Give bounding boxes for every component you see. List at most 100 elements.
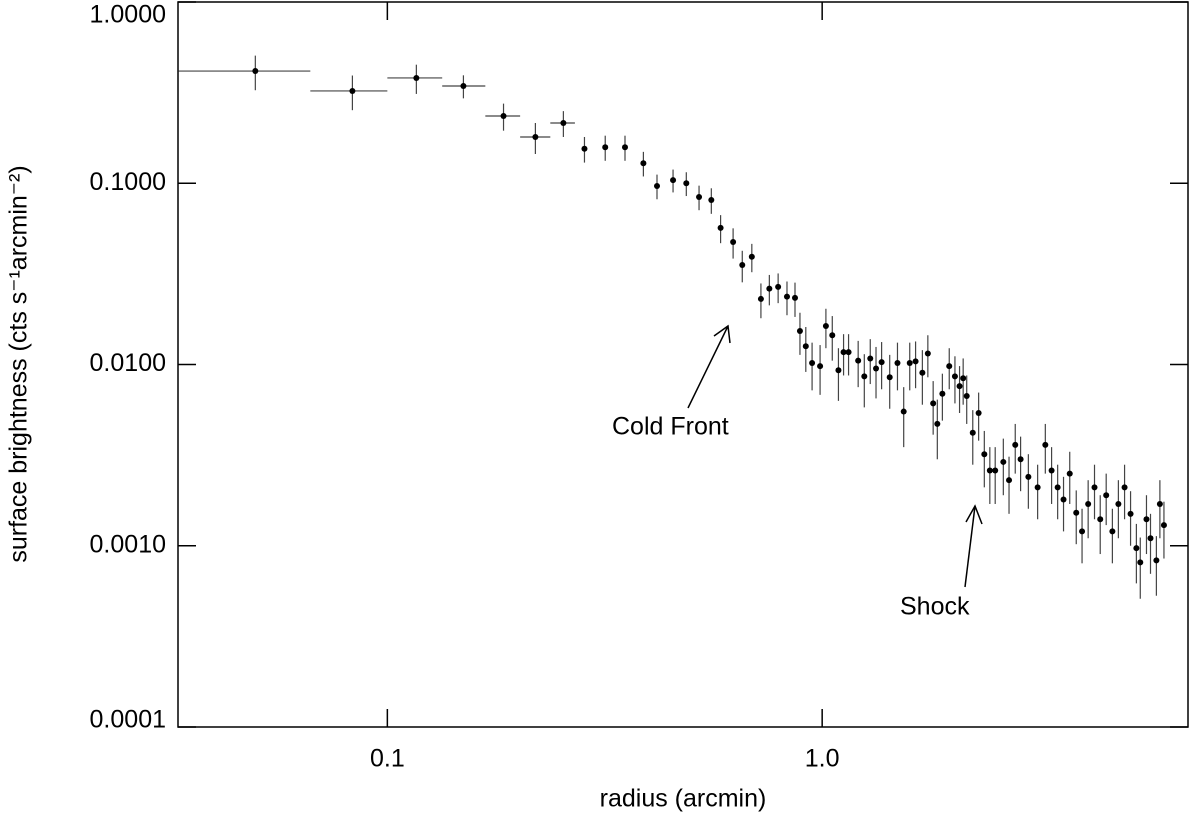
point xyxy=(912,358,919,365)
point xyxy=(981,451,988,458)
point xyxy=(717,224,724,231)
arrow-head xyxy=(713,324,731,344)
point xyxy=(963,393,970,400)
point xyxy=(802,343,809,350)
point xyxy=(986,467,993,474)
point xyxy=(1143,516,1150,523)
point xyxy=(930,400,937,407)
point xyxy=(748,253,755,260)
point xyxy=(1115,500,1122,507)
point xyxy=(861,373,868,380)
point xyxy=(640,160,647,167)
point xyxy=(1133,545,1140,552)
point xyxy=(1012,441,1019,448)
point xyxy=(878,359,885,366)
point xyxy=(653,182,660,189)
point xyxy=(867,355,874,362)
point xyxy=(1042,441,1049,448)
y-tick-label: 0.0010 xyxy=(90,530,166,558)
point xyxy=(796,328,803,335)
point xyxy=(708,197,715,204)
y-tick-label: 0.0100 xyxy=(90,349,166,377)
point xyxy=(1097,516,1104,523)
y-tick-label: 0.0001 xyxy=(90,706,166,734)
point xyxy=(621,144,628,151)
point xyxy=(939,390,946,397)
point xyxy=(829,332,836,339)
point xyxy=(252,68,259,75)
annotation: Cold Front xyxy=(612,413,729,441)
annotation: Shock xyxy=(900,593,970,621)
point xyxy=(855,357,862,364)
point xyxy=(1156,500,1163,507)
point xyxy=(951,373,958,380)
y-tick-label: 0.1000 xyxy=(90,168,166,196)
point xyxy=(924,350,931,357)
point xyxy=(969,429,976,436)
arrow-head xyxy=(965,504,983,525)
point xyxy=(730,239,737,246)
point xyxy=(1000,458,1007,465)
point xyxy=(581,145,588,152)
point xyxy=(1048,467,1055,474)
point xyxy=(783,293,790,300)
point xyxy=(1006,477,1013,484)
point xyxy=(739,261,746,268)
point xyxy=(900,408,907,415)
point xyxy=(1103,492,1110,499)
point xyxy=(1091,484,1098,491)
point xyxy=(602,144,609,151)
point xyxy=(835,367,842,374)
y-tick-label: 1.0000 xyxy=(90,1,166,29)
point xyxy=(906,359,913,366)
x-tick-label: 1.0 xyxy=(805,745,840,773)
arrow xyxy=(964,505,976,588)
point xyxy=(1153,557,1160,564)
point xyxy=(919,369,926,376)
point xyxy=(460,82,467,89)
point xyxy=(349,87,356,94)
point xyxy=(975,410,982,417)
point xyxy=(886,374,893,381)
point xyxy=(791,294,798,301)
y-axis-label: surface brightness (cts s⁻¹arcmin⁻²) xyxy=(5,165,33,562)
point xyxy=(840,349,847,356)
point xyxy=(992,467,999,474)
point xyxy=(809,359,816,366)
x-axis-label: radius (arcmin) xyxy=(600,785,767,813)
point xyxy=(1160,522,1167,529)
point xyxy=(960,375,967,382)
point xyxy=(560,119,567,126)
arrow xyxy=(687,325,729,409)
point xyxy=(956,383,963,390)
point xyxy=(1147,535,1154,542)
point xyxy=(1060,496,1067,503)
point xyxy=(1017,456,1024,463)
point xyxy=(775,283,782,290)
point xyxy=(1121,484,1128,491)
point xyxy=(1054,484,1061,491)
point xyxy=(1137,559,1144,566)
point xyxy=(1034,484,1041,491)
point xyxy=(873,365,880,372)
plot-frame xyxy=(177,1,1189,728)
point xyxy=(532,133,539,140)
point xyxy=(766,285,773,292)
point xyxy=(683,180,690,187)
point xyxy=(1109,528,1116,535)
point xyxy=(822,323,829,330)
point xyxy=(894,359,901,366)
point xyxy=(946,363,953,370)
x-tick-label: 0.1 xyxy=(370,745,405,773)
point xyxy=(500,112,507,119)
point xyxy=(817,363,824,370)
point xyxy=(1025,473,1032,480)
point xyxy=(670,177,677,184)
point xyxy=(1079,528,1086,535)
point xyxy=(1127,510,1134,517)
point xyxy=(413,74,420,81)
point xyxy=(934,420,941,427)
point xyxy=(757,295,764,302)
point xyxy=(1073,509,1080,516)
